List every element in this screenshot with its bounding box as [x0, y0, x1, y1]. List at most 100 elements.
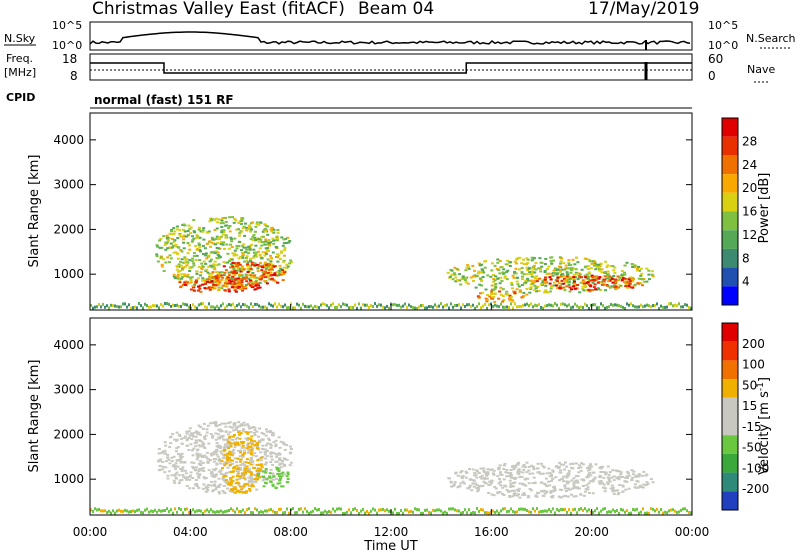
scatter-cell-3	[633, 483, 637, 486]
scatter-cell-2	[227, 288, 231, 291]
scatter-cell-1	[250, 448, 254, 451]
ground-scatter-cell	[224, 510, 226, 514]
ground-scatter-cell	[212, 305, 214, 309]
ground-scatter-cell	[250, 302, 252, 306]
ground-scatter-cell	[440, 302, 442, 306]
scatter-cell-3	[511, 489, 515, 492]
ground-scatter-cell	[552, 507, 554, 511]
scatter-cell-3	[501, 271, 505, 274]
scatter-cell-0	[200, 454, 203, 457]
y-tick-label-2: 2000	[53, 222, 84, 236]
scatter-cell-3	[623, 264, 627, 267]
scatter-cell-0	[253, 452, 257, 455]
scatter-cell-0	[255, 430, 259, 433]
scatter-cell-0	[247, 449, 251, 452]
ground-scatter-cell	[534, 509, 536, 513]
ground-scatter-cell	[398, 303, 400, 307]
scatter-cell-3	[581, 463, 585, 466]
scatter-cell-3	[516, 472, 520, 475]
scatter-cell-3	[637, 269, 641, 272]
scatter-cell-3	[552, 259, 556, 262]
scatter-cell-3	[604, 471, 608, 474]
scatter-cell-1	[240, 488, 244, 491]
scatter-cell-0	[212, 458, 216, 460]
scatter-cell-3	[560, 283, 564, 285]
scatter-cell-0	[218, 423, 222, 426]
scatter-cell-0	[283, 249, 287, 252]
scatter-cell-0	[247, 267, 250, 270]
ground-scatter-cell	[110, 303, 112, 307]
scatter-cell-1	[246, 263, 249, 266]
scatter-cell-0	[236, 436, 239, 439]
scatter-cell-1	[234, 491, 238, 494]
scatter-cell-1	[246, 431, 250, 434]
ground-scatter-cell	[104, 509, 106, 513]
ground-scatter-cell	[172, 303, 174, 307]
scatter-cell-0	[208, 273, 212, 275]
ground-scatter-cell	[324, 509, 326, 513]
ground-scatter-cell	[214, 306, 216, 310]
scatter-cell-0	[155, 255, 159, 258]
scatter-cell-1	[227, 274, 231, 277]
scatter-cell-0	[201, 444, 205, 447]
scatter-cell-3	[637, 474, 641, 477]
scatter-cell-3	[508, 490, 512, 493]
ground-scatter-cell	[508, 306, 510, 309]
scatter-cell-1	[235, 272, 238, 275]
scatter-cell-0	[173, 277, 177, 280]
ground-scatter-cell	[230, 507, 232, 511]
scatter-cell-1	[274, 280, 278, 283]
scatter-cell-3	[531, 267, 535, 270]
scatter-cell-3	[504, 263, 508, 266]
scatter-cell-0	[269, 271, 273, 274]
scatter-cell-0	[225, 482, 229, 484]
scatter-cell-0	[203, 477, 207, 480]
scatter-cell-3	[626, 286, 630, 289]
scatter-cell-0	[263, 463, 267, 466]
ground-scatter-cell	[328, 510, 330, 513]
ground-scatter-cell	[460, 511, 462, 515]
scatter-cell-0	[275, 246, 279, 249]
ground-scatter-cell	[546, 304, 548, 308]
scatter-cell-3	[587, 278, 590, 281]
scatter-cell-1	[255, 478, 259, 481]
ground-scatter-cell	[540, 306, 542, 309]
scatter-cell-3	[465, 266, 469, 269]
scatter-cell-3	[477, 270, 481, 273]
scatter-cell-3	[489, 275, 493, 278]
freq-panel-frame	[89, 53, 693, 81]
scatter-cell-5	[481, 291, 484, 294]
scatter-cell-1	[255, 444, 259, 446]
scatter-cell-3	[587, 473, 590, 476]
scatter-cell-0	[258, 281, 262, 284]
scatter-cell-0	[278, 462, 282, 465]
ground-scatter-cell	[386, 508, 388, 512]
scatter-cell-3	[570, 269, 573, 272]
scatter-cell-3	[533, 482, 537, 485]
scatter-cell-3	[501, 288, 505, 291]
scatter-cell-0	[264, 469, 268, 472]
scatter-cell-0	[182, 238, 186, 241]
scatter-cell-3	[502, 494, 506, 496]
scatter-cell-0	[260, 244, 264, 247]
ground-scatter-cell	[192, 508, 194, 512]
scatter-cell-0	[197, 431, 201, 434]
ground-scatter-cell	[452, 507, 454, 511]
scatter-cell-3	[526, 279, 530, 282]
ground-scatter-cell	[416, 508, 418, 512]
x-axis-label: Time UT	[363, 539, 417, 554]
scatter-cell-3	[579, 493, 583, 496]
scatter-cell-3	[589, 463, 592, 466]
scatter-cell-0	[192, 447, 196, 450]
scatter-cell-3	[482, 467, 486, 470]
scatter-cell-0	[175, 438, 179, 441]
scatter-cell-0	[234, 219, 238, 222]
scatter-cell-3	[585, 275, 589, 278]
ground-scatter-cell	[476, 305, 478, 308]
ground-scatter-cell	[548, 508, 550, 511]
ground-scatter-cell	[622, 508, 624, 512]
ground-scatter-cell	[436, 305, 438, 309]
scatter-cell-0	[177, 433, 181, 436]
scatter-cell-0	[264, 262, 268, 265]
scatter-cell-3	[629, 276, 633, 279]
